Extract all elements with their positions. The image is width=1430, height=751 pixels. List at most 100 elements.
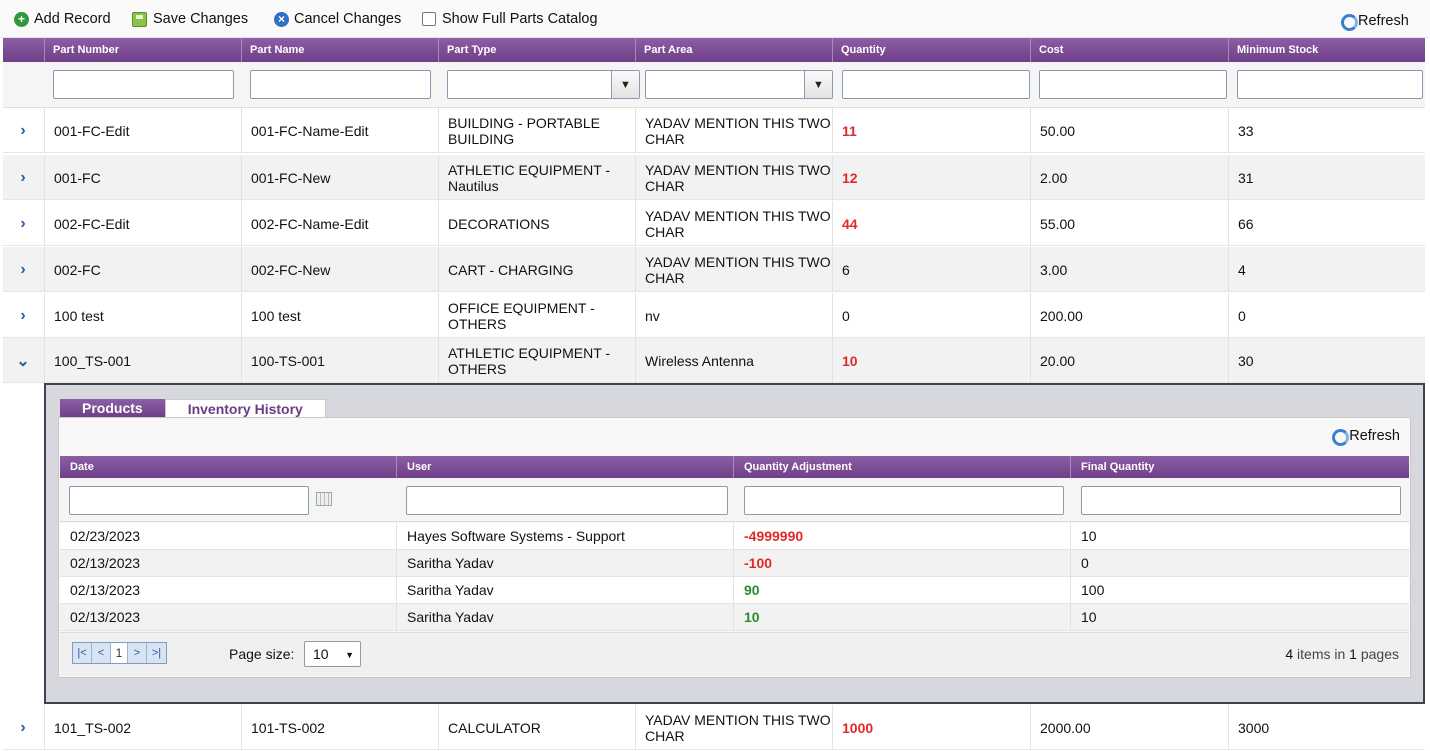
part-number-filter[interactable] [53,70,234,99]
date-cell: 02/23/2023 [70,528,141,544]
history-row[interactable]: 02/23/2023 Hayes Software Systems - Supp… [60,523,1409,550]
page-size-select[interactable]: 10 ▼ [304,641,361,667]
part-name-cell: 002-FC-New [241,247,438,292]
detail-tabs: Products Inventory History [60,399,326,417]
minimum-stock-filter[interactable] [1237,70,1423,99]
prev-page-icon[interactable]: < [92,643,111,663]
collapse-row-icon[interactable]: ⌄ [16,352,30,370]
min-stock-cell: 3000 [1228,705,1425,750]
tab-products[interactable]: Products [60,399,165,417]
adjustment-filter[interactable] [744,486,1064,515]
part-name-cell: 101-TS-002 [241,705,438,750]
quantity-filter[interactable] [842,70,1030,99]
col-date[interactable]: Date [70,461,94,473]
page-size-value: 10 [313,646,329,662]
next-page-icon[interactable]: > [128,643,147,663]
grid-header: Part Number Part Name Part Type Part Are… [3,38,1425,62]
history-grid-header: Date User Quantity Adjustment Final Quan… [60,456,1409,478]
history-refresh-label: Refresh [1349,428,1400,444]
part-type-cell: CALCULATOR [438,705,635,750]
col-quantity[interactable]: Quantity [832,38,1030,62]
history-row[interactable]: 02/13/2023 Saritha Yadav -100 0 [60,550,1409,577]
save-changes-label: Save Changes [153,11,249,27]
row-detail-panel: Products Inventory History Refresh Date … [44,383,1425,704]
table-row[interactable]: › 002-FC 002-FC-New CART - CHARGING YADA… [3,247,1425,292]
col-user[interactable]: User [396,456,733,478]
plus-icon: + [14,11,29,27]
final-quantity-filter[interactable] [1081,486,1401,515]
table-row[interactable]: › 101_TS-002 101-TS-002 CALCULATOR YADAV… [3,705,1425,750]
part-area-cell: Wireless Antenna [635,338,832,383]
col-part-name[interactable]: Part Name [241,38,438,62]
history-row[interactable]: 02/13/2023 Saritha Yadav 90 100 [60,577,1409,604]
expand-row-icon[interactable]: › [20,121,26,139]
min-stock-cell: 4 [1228,247,1425,292]
dropdown-arrow-icon[interactable]: ▼ [804,71,832,98]
part-number-cell: 001-FC [44,155,241,200]
part-number-cell: 101_TS-002 [44,705,241,750]
table-row[interactable]: › 001-FC 001-FC-New ATHLETIC EQUIPMENT -… [3,155,1425,200]
part-number-cell: 100_TS-001 [44,338,241,383]
cancel-changes-button[interactable]: × Cancel Changes [274,11,401,27]
part-type-filter[interactable]: ▼ [447,70,640,99]
quantity-cell: 12 [832,155,1030,200]
refresh-label: Refresh [1358,13,1409,29]
page-size-label: Page size: [229,646,295,662]
items-count: 4 [1285,646,1294,662]
tab-inventory-history[interactable]: Inventory History [164,399,326,417]
save-icon [132,11,147,27]
last-page-icon[interactable]: >| [151,647,162,659]
first-page-icon[interactable]: |< [73,643,92,663]
user-cell: Hayes Software Systems - Support [396,523,733,550]
user-cell: Saritha Yadav [396,550,733,577]
col-final-quantity[interactable]: Final Quantity [1070,456,1409,478]
expand-row-icon[interactable]: › [20,214,26,232]
show-full-catalog-toggle[interactable]: Show Full Parts Catalog [422,11,598,27]
part-type-cell: ATHLETIC EQUIPMENT - OTHERS [438,338,635,383]
table-row[interactable]: › 002-FC-Edit 002-FC-Name-Edit DECORATIO… [3,201,1425,246]
part-area-filter[interactable]: ▼ [645,70,833,99]
history-refresh-button[interactable]: Refresh [1331,428,1400,446]
filter-row: ▼ ▼ [3,62,1425,108]
expand-row-icon[interactable]: › [20,306,26,324]
add-record-label: Add Record [34,11,111,27]
part-name-cell: 001-FC-Name-Edit [241,108,438,153]
pages-word: pages [1360,646,1399,662]
expand-row-icon[interactable]: › [20,260,26,278]
table-row-expanded[interactable]: ⌄ 100_TS-001 100-TS-001 ATHLETIC EQUIPME… [3,338,1425,383]
save-changes-button[interactable]: Save Changes [132,11,248,27]
history-row[interactable]: 02/13/2023 Saritha Yadav 10 10 [60,604,1409,631]
cost-filter[interactable] [1039,70,1227,99]
table-row[interactable]: › 001-FC-Edit 001-FC-Name-Edit BUILDING … [3,108,1425,153]
part-area-cell: YADAV MENTION THIS TWO CHAR [635,201,832,246]
col-part-area[interactable]: Part Area [635,38,832,62]
part-area-cell: YADAV MENTION THIS TWO CHAR [635,705,832,750]
col-minimum-stock[interactable]: Minimum Stock [1228,38,1425,62]
part-name-filter[interactable] [250,70,431,99]
date-filter[interactable] [69,486,309,515]
part-type-cell: CART - CHARGING [438,247,635,292]
col-part-type[interactable]: Part Type [438,38,635,62]
dropdown-arrow-icon[interactable]: ▼ [611,71,639,98]
col-part-number[interactable]: Part Number [44,38,241,62]
page-number-button[interactable]: 1 [111,643,128,663]
cost-cell: 55.00 [1030,201,1228,246]
calendar-icon[interactable] [316,492,332,506]
add-record-button[interactable]: + Add Record [14,11,111,27]
toolbar: + Add Record Save Changes × Cancel Chang… [0,0,1430,38]
min-stock-cell: 30 [1228,338,1425,383]
catalog-label: Show Full Parts Catalog [442,11,598,27]
col-quantity-adjustment[interactable]: Quantity Adjustment [733,456,1070,478]
expand-row-icon[interactable]: › [20,718,26,736]
cancel-changes-label: Cancel Changes [294,11,402,27]
history-filter-row [60,478,1409,522]
table-row[interactable]: › 100 test 100 test OFFICE EQUIPMENT - O… [3,293,1425,338]
catalog-checkbox[interactable] [422,12,436,26]
adjustment-cell: 90 [733,577,1070,604]
refresh-button[interactable]: Refresh [1340,13,1409,31]
col-cost[interactable]: Cost [1030,38,1228,62]
part-number-cell: 100 test [44,293,241,338]
date-cell: 02/13/2023 [70,555,141,571]
user-filter[interactable] [406,486,728,515]
expand-row-icon[interactable]: › [20,168,26,186]
